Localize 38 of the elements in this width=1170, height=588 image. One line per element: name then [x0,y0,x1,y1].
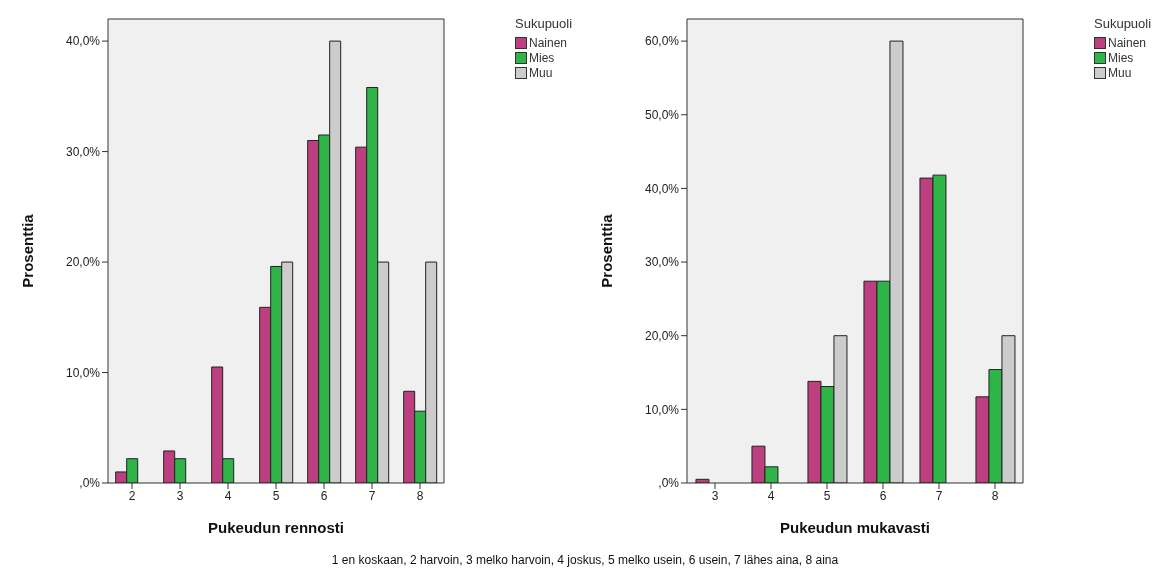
x-tick-label: 5 [272,488,280,503]
y-tick-label: 10,0% [65,365,101,380]
x-tick-label: 3 [176,488,184,503]
legend-label: Muu [529,65,553,80]
y-tick-label: 30,0% [644,255,680,270]
y-tick-label: 30,0% [65,144,101,159]
y-tick-label: 60,0% [644,34,680,49]
x-tick-label: 6 [320,488,328,503]
x-tick-label: 8 [991,488,999,503]
x-axis-title: Pukeudun mukavasti [779,519,931,536]
legend-title: Sukupuoli [1094,16,1153,31]
legend-label: Mies [529,50,555,65]
legend-title: Sukupuoli [515,16,574,31]
y-tick-label: 20,0% [644,328,680,343]
text: 1 en koskaan, 2 harvoin, 3 melko harvoin, 4 joskus, 5 melko usein, 6 usein, 7 lähes aina, 8 aina [330,553,840,567]
y-tick-label: 20,0% [65,255,101,270]
y-tick-label: 40,0% [644,181,680,196]
x-axis-title: Pukeudun rennosti [208,519,344,536]
legend-label: Nainen [1108,35,1147,50]
legend-label: Muu [1108,65,1132,80]
y-tick-label: 50,0% [644,108,680,123]
x-tick-label: 5 [823,488,831,503]
x-tick-label: 3 [711,488,719,503]
x-tick-label: 2 [128,488,136,503]
x-tick-label: 7 [368,488,376,503]
x-tick-label: 8 [416,488,424,503]
y-tick-label: ,0% [79,476,101,491]
x-tick-label: 7 [935,488,943,503]
legend-label: Mies [1108,50,1134,65]
y-tick-label: 10,0% [644,402,680,417]
legend-label: Nainen [529,35,568,50]
x-tick-label: 6 [879,488,887,503]
x-tick-label: 4 [224,488,232,503]
y-tick-label: ,0% [658,476,680,491]
y-tick-label: 40,0% [65,34,101,49]
x-tick-label: 4 [767,488,775,503]
y-axis-title: Prosenttia [19,213,37,288]
y-axis-title: Prosenttia [598,213,616,288]
